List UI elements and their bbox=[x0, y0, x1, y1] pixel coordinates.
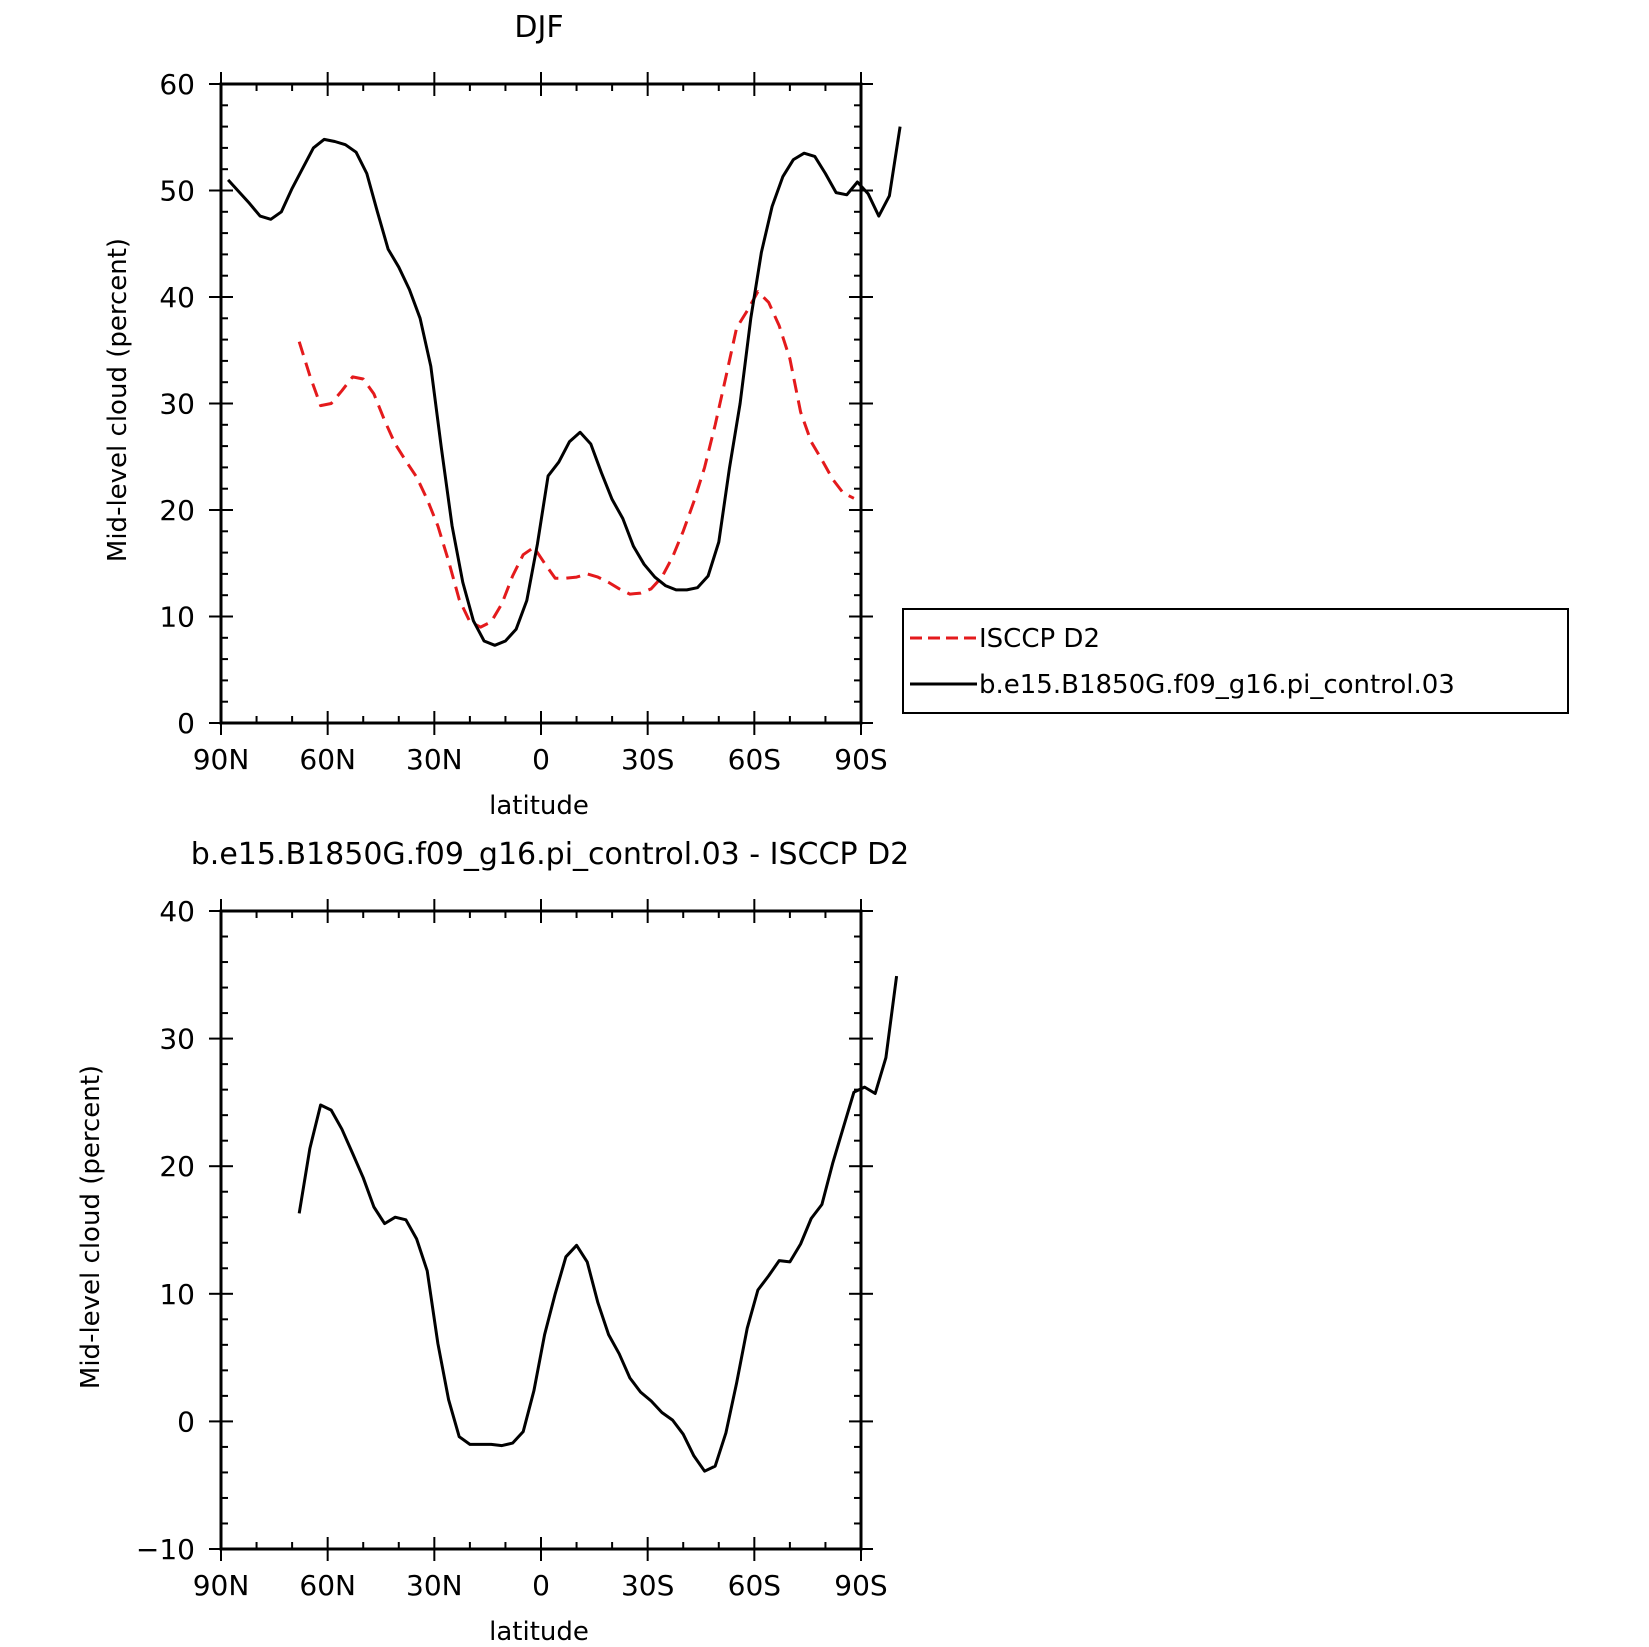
x-tick-labels: 90N 60N 30N 0 30S 60S 90S bbox=[193, 1569, 888, 1602]
y-tick-label: 20 bbox=[159, 494, 195, 527]
y-tick-label: −10 bbox=[136, 1533, 195, 1566]
x-axis-label: latitude bbox=[489, 791, 589, 821]
x-tick-label: 60S bbox=[728, 1569, 781, 1602]
x-tick-labels: 90N 60N 30N 0 30S 60S 90S bbox=[193, 743, 888, 776]
y-tick-labels: −10 0 10 20 30 40 bbox=[136, 895, 195, 1566]
y-tick-label: 50 bbox=[159, 175, 195, 208]
chart-title: b.e15.B1850G.f09_g16.pi_control.03 - ISC… bbox=[191, 837, 910, 872]
series-line-1 bbox=[226, 126, 902, 647]
y-axis-label: Mid-level cloud (percent) bbox=[103, 238, 133, 562]
x-tick-label: 60N bbox=[299, 743, 356, 776]
x-tick-label: 30S bbox=[621, 743, 674, 776]
chart-title: DJF bbox=[514, 10, 563, 45]
tick-marks bbox=[209, 72, 873, 735]
y-tick-label: 0 bbox=[177, 707, 195, 740]
y-tick-label: 10 bbox=[159, 1278, 195, 1311]
x-tick-label: 30N bbox=[406, 1569, 463, 1602]
legend-box bbox=[902, 608, 1569, 714]
legend-label-model: b.e15.B1850G.f09_g16.pi_control.03 bbox=[979, 670, 1455, 700]
x-tick-label: 60S bbox=[728, 743, 781, 776]
series-line-0 bbox=[297, 975, 899, 1473]
data-series bbox=[297, 975, 899, 1473]
y-tick-label: 40 bbox=[159, 895, 195, 928]
y-tick-label: 30 bbox=[159, 1023, 195, 1056]
y-tick-label: 10 bbox=[159, 601, 195, 634]
x-axis-label: latitude bbox=[489, 1617, 589, 1647]
x-tick-label: 60N bbox=[299, 1569, 356, 1602]
y-axis-label: Mid-level cloud (percent) bbox=[76, 1065, 106, 1389]
x-tick-label: 90N bbox=[193, 1569, 250, 1602]
legend: ISCCP D2 b.e15.B1850G.f09_g16.pi_control… bbox=[902, 608, 1569, 714]
y-tick-labels: 0 10 20 30 40 50 60 bbox=[159, 68, 195, 740]
y-tick-label: 60 bbox=[159, 68, 195, 101]
data-series bbox=[226, 126, 902, 647]
x-tick-label: 90S bbox=[834, 1569, 887, 1602]
x-tick-label: 30N bbox=[406, 743, 463, 776]
x-tick-label: 90N bbox=[193, 743, 250, 776]
bottom-line-chart: b.e15.B1850G.f09_g16.pi_control.03 - ISC… bbox=[76, 837, 909, 1647]
plot-frame bbox=[219, 82, 863, 725]
tick-marks bbox=[209, 899, 873, 1561]
y-tick-label: 40 bbox=[159, 281, 195, 314]
plot-frame bbox=[219, 909, 863, 1551]
x-tick-label: 0 bbox=[532, 743, 550, 776]
x-tick-label: 90S bbox=[834, 743, 887, 776]
x-tick-label: 30S bbox=[621, 1569, 674, 1602]
y-tick-label: 20 bbox=[159, 1150, 195, 1183]
top-line-chart: DJF 90N 60N 30N 0 30S 60S 90S 0 10 20 30 40 50 60 la… bbox=[103, 10, 902, 821]
x-tick-label: 0 bbox=[532, 1569, 550, 1602]
y-tick-label: 0 bbox=[177, 1405, 195, 1438]
y-tick-label: 30 bbox=[159, 388, 195, 421]
legend-label-isccp: ISCCP D2 bbox=[979, 624, 1100, 654]
series-line-0 bbox=[297, 290, 855, 629]
